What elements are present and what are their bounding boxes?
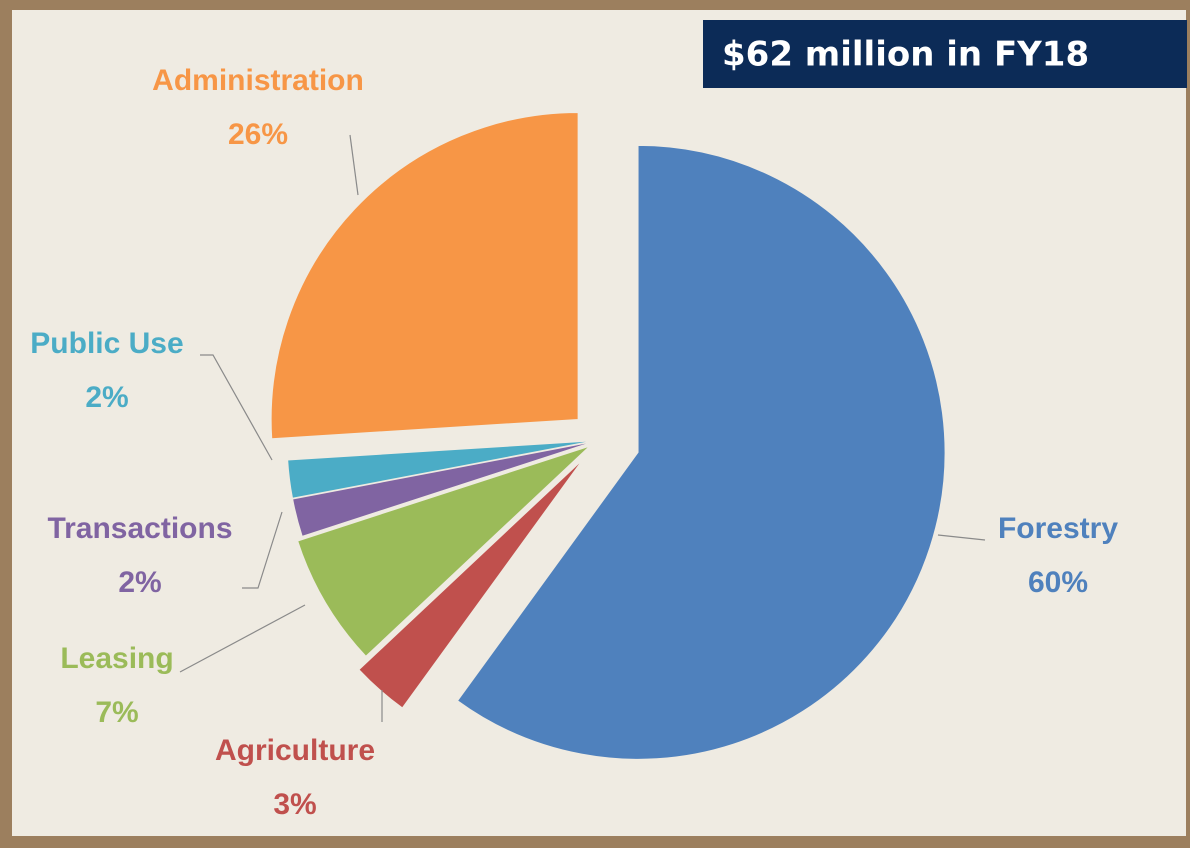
slice-label: Agriculture: [215, 734, 375, 767]
leader-line: [937, 534, 986, 541]
slice-label: Leasing: [60, 642, 173, 675]
annotation-box: [703, 20, 1187, 88]
annotation: $62 million in FY18: [722, 35, 1089, 75]
slice-value-label: 2%: [85, 381, 128, 414]
slice-label: Public Use: [30, 327, 183, 360]
slice-value-label: 3%: [273, 788, 316, 821]
slice-label: Administration: [152, 64, 364, 97]
slice-label: Transactions: [47, 512, 232, 545]
pie-slice: [297, 445, 591, 657]
slice-label: Forestry: [998, 512, 1118, 545]
pie-slice: [292, 441, 595, 537]
slice-value-label: 60%: [1028, 566, 1088, 599]
pie-slice: [358, 459, 584, 709]
slice-value-label: 26%: [228, 118, 288, 151]
pie-slice: [456, 144, 946, 760]
pie-slice: [270, 111, 579, 440]
leader-line: [242, 511, 283, 589]
leader-line: [349, 134, 359, 196]
leader-line: [200, 354, 273, 461]
slice-value-label: 2%: [118, 566, 161, 599]
pie-slice: [287, 440, 595, 499]
slice-value-label: 7%: [95, 696, 138, 729]
leader-line: [179, 604, 306, 673]
